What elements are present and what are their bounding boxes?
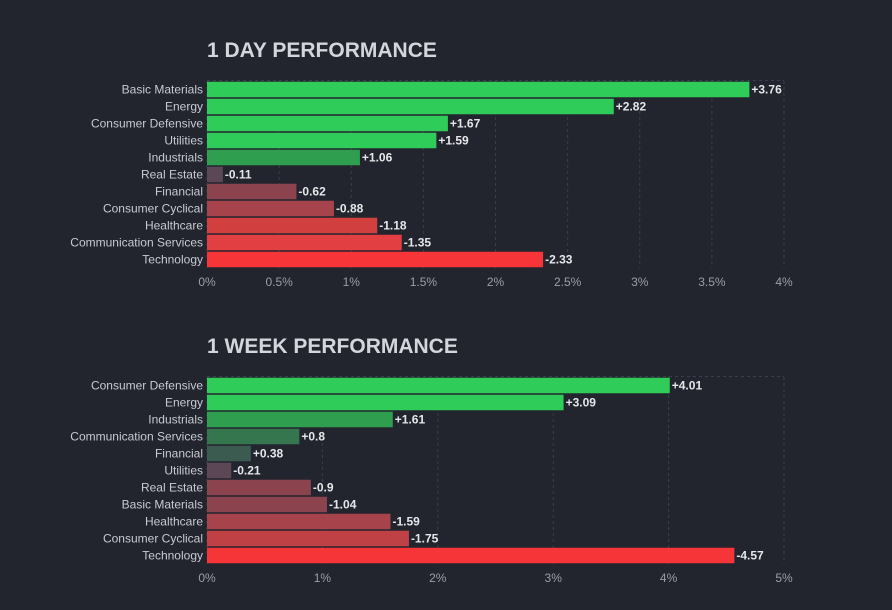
category-label: Communication Services [70, 430, 203, 444]
value-label: +2.82 [616, 100, 647, 114]
category-label: Financial [155, 447, 203, 461]
value-label: +4.01 [672, 379, 703, 393]
x-tick-label: 3.5% [698, 275, 726, 289]
bar [207, 166, 223, 183]
bar [207, 496, 328, 513]
chart-title: 1 DAY PERFORMANCE [207, 39, 437, 62]
value-label: +3.09 [566, 396, 597, 410]
bar [207, 547, 735, 564]
bar [207, 530, 409, 547]
category-label: Industrials [148, 151, 203, 165]
category-label: Consumer Cyclical [103, 532, 203, 546]
category-label: Healthcare [145, 515, 203, 529]
bar [207, 98, 614, 115]
value-label: -1.18 [379, 219, 407, 233]
x-tick-label: 4% [775, 275, 793, 289]
value-label: -1.75 [411, 532, 439, 546]
bar-chart: Basic Materials +3.76 Energy +2.82 Consumer … [70, 80, 793, 289]
value-label: -0.62 [298, 185, 326, 199]
category-label: Healthcare [145, 219, 203, 233]
category-label: Real Estate [141, 481, 203, 495]
value-label: +0.8 [301, 430, 325, 444]
value-label: -1.35 [404, 236, 432, 250]
value-label: -2.33 [545, 253, 573, 267]
category-label: Utilities [164, 464, 203, 478]
x-tick-label: 2% [429, 571, 447, 585]
bar-chart: Consumer Defensive +4.01 Energy +3.09 Indust… [70, 376, 793, 585]
x-tick-label: 1% [314, 571, 332, 585]
category-label: Financial [155, 185, 203, 199]
bar [207, 81, 750, 98]
bar [207, 513, 391, 530]
value-label: +0.38 [253, 447, 284, 461]
category-label: Industrials [148, 413, 203, 427]
x-tick-label: 2.5% [554, 275, 582, 289]
bar [207, 377, 670, 394]
value-label: -0.9 [313, 481, 334, 495]
value-label: -0.21 [233, 464, 261, 478]
value-label: +3.76 [751, 83, 782, 97]
bar [207, 217, 378, 234]
x-tick-label: 3% [631, 275, 649, 289]
category-label: Energy [165, 100, 203, 114]
bar [207, 445, 251, 462]
category-label: Consumer Defensive [91, 117, 203, 131]
bar [207, 200, 334, 217]
value-label: -0.88 [336, 202, 364, 216]
bar [207, 132, 437, 149]
value-label: -1.04 [329, 498, 357, 512]
category-label: Technology [142, 549, 203, 563]
x-tick-label: 1% [343, 275, 361, 289]
value-label: +1.61 [395, 413, 426, 427]
category-label: Energy [165, 396, 203, 410]
bar [207, 183, 297, 200]
value-label: -1.59 [392, 515, 420, 529]
bar [207, 411, 393, 428]
bar [207, 234, 402, 251]
category-label: Real Estate [141, 168, 203, 182]
chart-title: 1 WEEK PERFORMANCE [207, 335, 458, 358]
value-label: +1.67 [450, 117, 481, 131]
value-label: +1.59 [438, 134, 469, 148]
bar [207, 428, 300, 445]
x-tick-label: 0% [198, 275, 216, 289]
value-label: -4.57 [736, 549, 764, 563]
x-tick-label: 4% [660, 571, 678, 585]
category-label: Basic Materials [122, 83, 203, 97]
x-tick-label: 1.5% [410, 275, 438, 289]
category-label: Technology [142, 253, 203, 267]
bar [207, 115, 448, 132]
bar [207, 462, 232, 479]
x-tick-label: 5% [775, 571, 793, 585]
category-label: Communication Services [70, 236, 203, 250]
category-label: Basic Materials [122, 498, 203, 512]
value-label: -0.11 [225, 168, 252, 182]
x-tick-label: 3% [545, 571, 563, 585]
x-tick-label: 0% [198, 571, 216, 585]
bar [207, 251, 544, 268]
category-label: Consumer Defensive [91, 379, 203, 393]
category-label: Utilities [164, 134, 203, 148]
x-tick-label: 0.5% [265, 275, 293, 289]
category-label: Consumer Cyclical [103, 202, 203, 216]
x-tick-label: 2% [487, 275, 505, 289]
bar [207, 394, 564, 411]
bar [207, 479, 311, 496]
bar [207, 149, 360, 166]
value-label: +1.06 [362, 151, 393, 165]
